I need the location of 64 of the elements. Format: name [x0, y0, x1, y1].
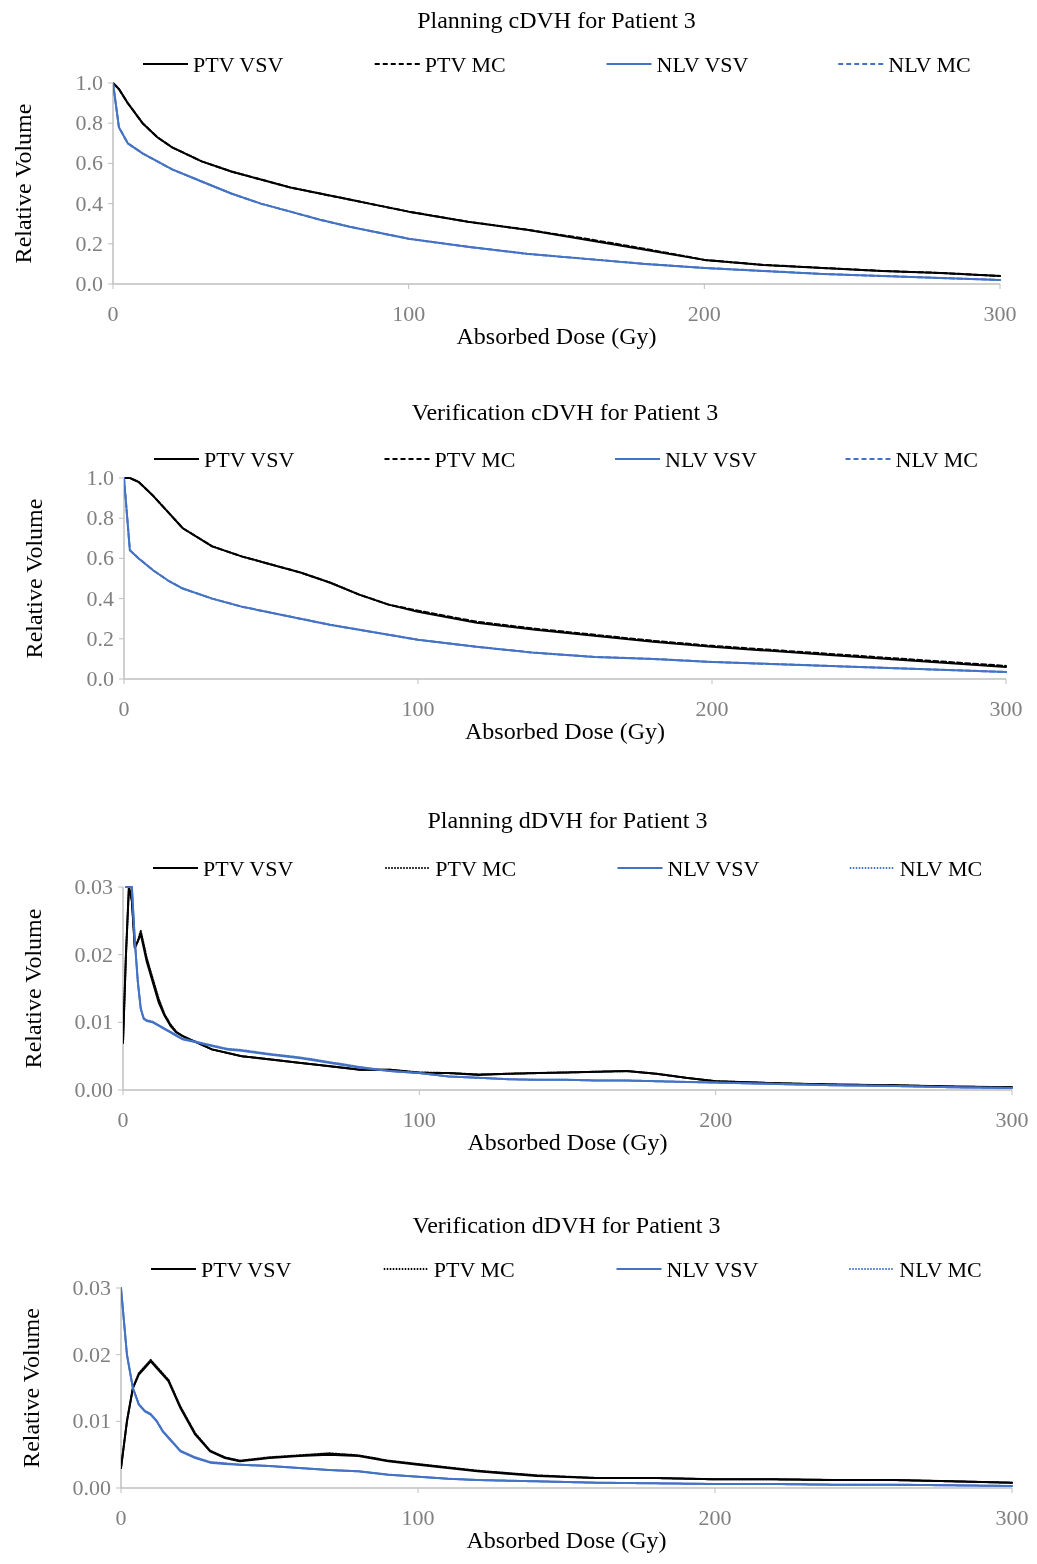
chart-title: Verification cDVH for Patient 3 — [411, 399, 719, 425]
y-tick-label: 0.02 — [74, 941, 113, 967]
y-tick-label: 0.2 — [75, 230, 103, 256]
x-tick-label: 300 — [995, 1107, 1029, 1132]
x-tick-label: 0 — [107, 301, 119, 326]
legend-label: PTV VSV — [203, 856, 294, 881]
legend-label: NLV VSV — [666, 1257, 759, 1282]
x-axis-title: Absorbed Dose (Gy) — [456, 323, 657, 349]
y-tick-label: 0.01 — [72, 1408, 111, 1434]
y-tick-label: 0.03 — [74, 874, 113, 899]
x-tick-label: 100 — [392, 301, 426, 326]
legend-label: NLV MC — [899, 856, 983, 881]
x-tick-label: 300 — [989, 696, 1023, 721]
legend-label: NLV VSV — [665, 447, 758, 472]
chart-title: Planning dDVH for Patient 3 — [427, 807, 708, 833]
y-axis-title: Relative Volume — [21, 498, 47, 659]
chart-title: Verification dDVH for Patient 3 — [412, 1212, 721, 1238]
x-tick-label: 300 — [983, 301, 1017, 326]
y-tick-label: 0.8 — [86, 505, 114, 531]
y-tick-label: 1.0 — [75, 70, 103, 95]
x-tick-label: 0 — [117, 1107, 129, 1132]
legend-label: NLV VSV — [656, 52, 749, 77]
x-tick-label: 200 — [687, 301, 721, 326]
y-axis-title: Relative Volume — [10, 103, 36, 264]
x-tick-label: 300 — [995, 1505, 1029, 1530]
y-tick-label: 0.4 — [86, 585, 114, 611]
y-axis-title: Relative Volume — [20, 908, 46, 1069]
legend-label: NLV VSV — [667, 856, 760, 881]
x-axis-title: Absorbed Dose (Gy) — [467, 1129, 668, 1155]
chart-title: Planning cDVH for Patient 3 — [417, 7, 696, 33]
legend-label: PTV VSV — [201, 1257, 292, 1282]
y-tick-label: 0.02 — [72, 1341, 111, 1367]
y-axis-title: Relative Volume — [18, 1308, 44, 1468]
y-tick-label: 0.0 — [86, 666, 114, 691]
y-tick-label: 0.03 — [72, 1275, 111, 1300]
y-tick-label: 0.00 — [74, 1077, 113, 1102]
x-tick-label: 100 — [401, 1505, 435, 1530]
x-tick-label: 0 — [115, 1505, 127, 1530]
y-tick-label: 0.6 — [75, 150, 103, 176]
legend-label: NLV MC — [895, 447, 979, 472]
legend-label: PTV MC — [434, 447, 516, 472]
legend-label: PTV VSV — [193, 52, 284, 77]
y-tick-label: 1.0 — [86, 465, 114, 490]
x-tick-label: 100 — [402, 1107, 436, 1132]
y-tick-label: 0.2 — [86, 625, 114, 651]
x-axis-title: Absorbed Dose (Gy) — [466, 1527, 667, 1553]
x-tick-label: 200 — [695, 696, 729, 721]
x-axis-title: Absorbed Dose (Gy) — [465, 718, 665, 744]
y-tick-label: 0.4 — [75, 190, 103, 216]
legend-label: PTV MC — [435, 856, 517, 881]
legend-label: PTV MC — [433, 1257, 515, 1282]
legend-label: NLV MC — [899, 1257, 982, 1282]
y-tick-label: 0.6 — [86, 545, 114, 571]
x-tick-label: 200 — [699, 1107, 733, 1132]
legend-label: NLV MC — [888, 52, 971, 77]
legend-label: PTV MC — [424, 52, 506, 77]
y-tick-label: 0.00 — [72, 1475, 111, 1500]
x-tick-label: 0 — [118, 696, 130, 721]
legend-label: PTV VSV — [204, 447, 295, 472]
y-tick-label: 0.0 — [75, 271, 103, 296]
x-tick-label: 100 — [401, 696, 435, 721]
y-tick-label: 0.8 — [75, 110, 103, 136]
x-tick-label: 200 — [698, 1505, 732, 1530]
y-tick-label: 0.01 — [74, 1009, 113, 1035]
